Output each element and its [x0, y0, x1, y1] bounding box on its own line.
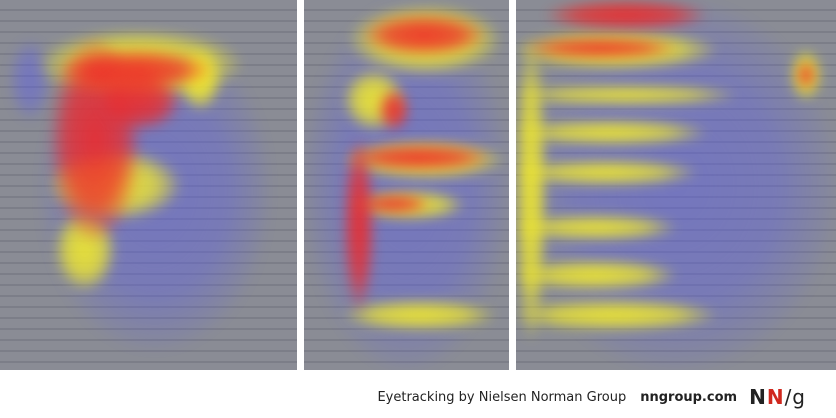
heat-blob — [349, 145, 489, 170]
logo-g: /g — [784, 385, 806, 409]
heat-blob — [344, 140, 374, 310]
heat-blob — [344, 300, 494, 330]
heatmap-panel-2 — [304, 0, 509, 370]
heatmap-overlay — [0, 0, 297, 370]
heat-blob — [516, 120, 706, 145]
heat-blob — [10, 40, 50, 120]
heat-blob — [516, 300, 716, 330]
heat-blob — [516, 260, 676, 290]
heat-blob — [516, 160, 696, 185]
logo-n1: N — [749, 385, 767, 409]
nng-logo: NN/g — [749, 385, 806, 409]
heat-blob — [516, 85, 736, 105]
footer: Eyetracking by Nielsen Norman Group nngr… — [0, 376, 836, 418]
heatmap-overlay — [304, 0, 509, 370]
heatmap-panel-1 — [0, 0, 297, 370]
heat-blob — [364, 15, 484, 55]
logo-n2: N — [766, 385, 785, 409]
heatmap-panel-3 — [516, 0, 836, 370]
site-link[interactable]: nngroup.com — [640, 389, 738, 405]
heat-blob — [516, 40, 546, 340]
heat-blob — [516, 215, 676, 240]
heat-blob — [359, 195, 429, 213]
heat-blob — [379, 90, 409, 130]
credit-text: Eyetracking by Nielsen Norman Group — [377, 389, 627, 405]
heat-blob — [798, 62, 814, 88]
heat-blob — [100, 70, 180, 130]
heatmap-overlay — [516, 0, 836, 370]
heat-blob — [546, 0, 706, 30]
heat-blob — [526, 38, 676, 58]
